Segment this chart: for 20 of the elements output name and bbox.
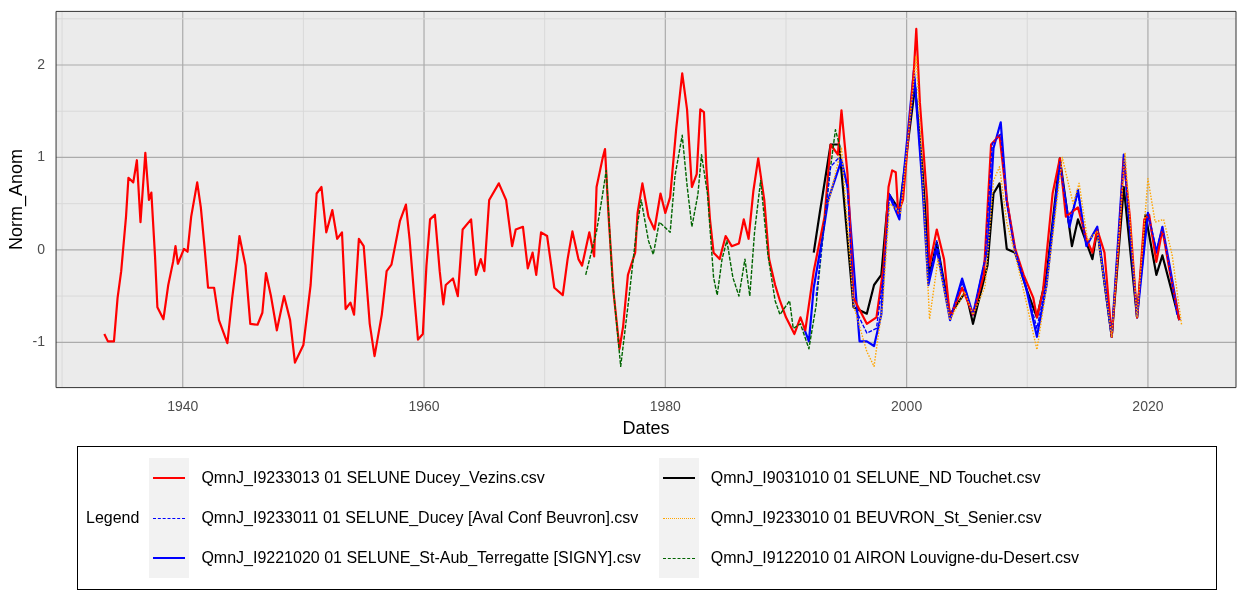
legend-label: QmnJ_I9031010 01 SELUNE_ND Touchet.csv bbox=[710, 469, 1041, 487]
x-tick-label: 2000 bbox=[891, 397, 923, 414]
line-series bbox=[585, 129, 841, 368]
legend-label: QmnJ_I9122010 01 AIRON Louvigne-du-Desert.csv bbox=[710, 549, 1079, 567]
x-tick-label: 2020 bbox=[1132, 397, 1164, 414]
x-tick-label: 1960 bbox=[408, 397, 440, 414]
y-tick-label: 2 bbox=[37, 55, 46, 72]
legend-title: Legend bbox=[85, 509, 141, 527]
legend-label: QmnJ_I9233013 01 SELUNE Ducey_Vezins.csv bbox=[201, 469, 545, 487]
y-tick-label: -1 bbox=[32, 333, 46, 350]
y-axis-title: Norm_Anom bbox=[5, 148, 27, 251]
x-tick-label: 1940 bbox=[167, 397, 199, 414]
legend-label: QmnJ_I9221020 01 SELUNE_St-Aub_Terregatte [SIGNY].csv bbox=[201, 549, 641, 567]
line-series bbox=[827, 55, 1183, 368]
x-tick-label: 1980 bbox=[649, 397, 682, 414]
y-tick-label: 1 bbox=[37, 148, 46, 165]
legend-label: QmnJ_I9233011 01 SELUNE_Ducey [Aval Conf Beuvron].csv bbox=[201, 509, 639, 527]
legend-label: QmnJ_I9233010 01 BEUVRON_St_Senier.csv bbox=[710, 509, 1042, 527]
x-axis-title: Dates bbox=[622, 418, 670, 439]
y-tick-label: 0 bbox=[37, 240, 46, 257]
